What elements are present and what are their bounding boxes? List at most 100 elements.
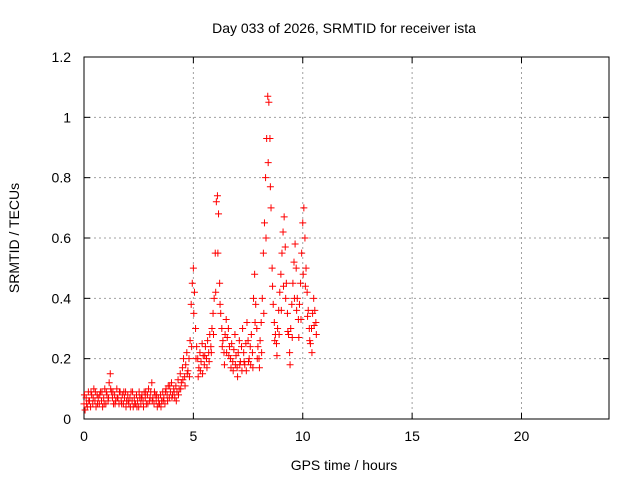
data-point	[249, 364, 257, 372]
data-point	[216, 300, 224, 308]
data-point	[201, 352, 209, 360]
data-point	[80, 391, 88, 399]
data-point	[102, 388, 110, 396]
data-point	[298, 249, 306, 257]
x-tick-label: 20	[514, 428, 530, 444]
data-point	[282, 294, 290, 302]
data-points	[80, 92, 320, 414]
data-point	[277, 306, 285, 314]
data-point	[89, 394, 97, 402]
data-point	[288, 334, 296, 342]
data-point	[258, 294, 266, 302]
data-point	[188, 279, 196, 287]
data-point	[297, 279, 305, 287]
data-point	[244, 337, 252, 345]
data-point	[218, 325, 226, 332]
data-point	[267, 204, 275, 212]
data-point	[248, 349, 256, 357]
data-point	[100, 400, 108, 408]
data-point	[205, 358, 213, 366]
data-point	[289, 279, 297, 287]
data-point	[105, 379, 113, 387]
data-point	[292, 264, 300, 272]
data-point	[105, 394, 112, 402]
data-point	[240, 349, 248, 357]
data-point	[231, 331, 239, 339]
data-point	[177, 379, 185, 387]
data-point	[176, 370, 184, 378]
data-point	[259, 249, 267, 257]
data-point	[252, 300, 260, 308]
data-point	[185, 355, 193, 363]
y-tick-label: 0.8	[52, 170, 72, 186]
data-point	[295, 334, 303, 342]
data-point	[286, 361, 294, 369]
data-point	[283, 309, 291, 317]
data-point	[308, 349, 316, 357]
data-point	[269, 282, 277, 290]
y-axis-label: SRMTID / TECUs	[6, 183, 22, 293]
data-point	[182, 361, 190, 369]
data-point	[204, 337, 212, 345]
data-point	[268, 264, 276, 272]
data-point	[192, 325, 200, 332]
data-point	[213, 192, 221, 200]
data-point	[109, 388, 117, 396]
data-point	[103, 391, 111, 399]
x-tick-label: 5	[189, 428, 197, 444]
data-point	[207, 343, 215, 351]
data-point	[210, 294, 218, 302]
grid-lines	[84, 57, 609, 419]
data-point	[148, 379, 156, 387]
data-point	[250, 294, 258, 302]
data-point	[175, 391, 182, 399]
data-point	[239, 325, 247, 332]
data-point	[266, 134, 274, 142]
data-point	[303, 288, 311, 296]
data-point	[306, 337, 314, 345]
data-point	[280, 282, 287, 290]
data-point	[90, 385, 98, 393]
data-point	[199, 370, 207, 378]
data-point	[106, 370, 114, 378]
data-point	[266, 183, 274, 191]
x-tick-label: 0	[80, 428, 88, 444]
data-point	[284, 328, 292, 336]
data-point	[273, 352, 281, 360]
data-point	[216, 279, 224, 287]
data-point	[192, 355, 200, 363]
data-point	[111, 400, 119, 408]
x-tick-label: 10	[295, 428, 311, 444]
data-point	[183, 349, 191, 357]
data-point	[179, 376, 187, 384]
data-point	[91, 388, 99, 396]
y-tick-label: 0.4	[52, 290, 72, 306]
data-point	[253, 355, 261, 363]
data-point	[94, 400, 102, 408]
data-point	[164, 397, 172, 405]
data-point	[153, 391, 161, 399]
data-point	[168, 394, 176, 402]
data-point	[300, 204, 308, 212]
data-point	[113, 394, 121, 402]
data-point	[99, 403, 107, 411]
data-point	[276, 288, 284, 296]
data-point	[273, 340, 280, 348]
data-point	[282, 279, 290, 287]
data-point	[161, 388, 169, 396]
data-point	[256, 337, 264, 345]
data-point	[297, 315, 305, 323]
x-tick-label: 15	[404, 428, 420, 444]
data-point	[247, 331, 255, 339]
data-point	[277, 270, 285, 278]
data-point	[184, 367, 192, 375]
data-point	[242, 367, 250, 375]
chart-title: Day 033 of 2026, SRMTID for receiver ist…	[212, 20, 476, 36]
y-tick-label: 0	[63, 411, 71, 427]
data-point	[172, 397, 180, 405]
data-point	[129, 388, 137, 396]
data-point	[218, 343, 226, 351]
data-point	[187, 300, 195, 308]
data-point	[212, 288, 220, 296]
data-point	[304, 306, 312, 314]
